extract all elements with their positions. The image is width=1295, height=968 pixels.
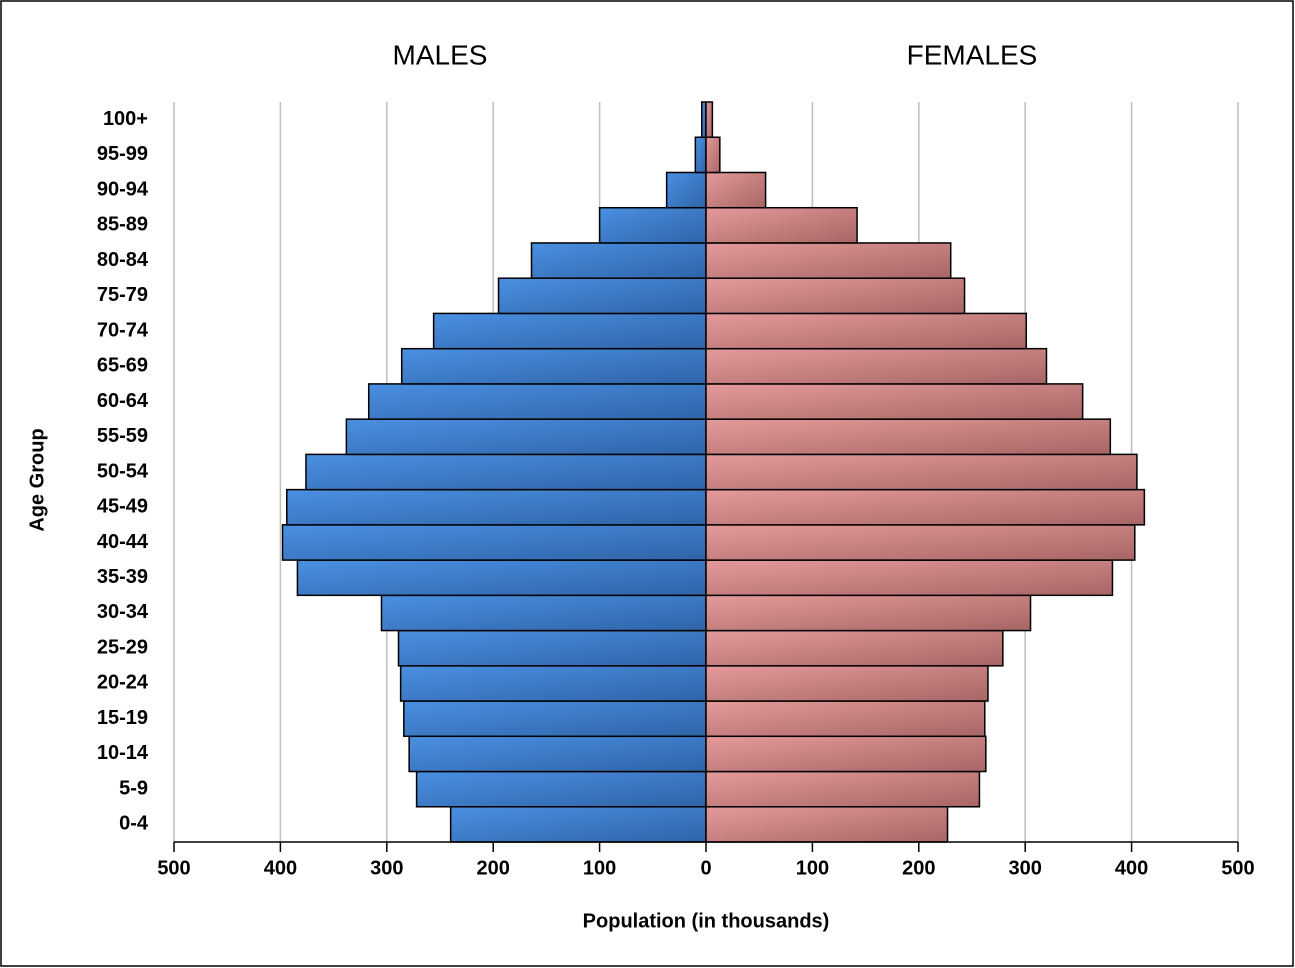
bar [432,312,707,350]
bar [694,136,707,174]
bar [705,629,1004,667]
y-tick-label: 5-9 [119,777,148,799]
bar [705,806,949,843]
y-tick-label: 60-64 [97,390,149,412]
bar [397,629,707,667]
bar [399,665,707,702]
bar [705,488,1146,526]
bar [296,559,707,597]
y-tick-label: 75-79 [97,284,148,306]
bar [705,242,952,279]
y-tick-label: 40-44 [97,531,149,553]
bar [415,770,707,808]
bar [286,488,707,526]
bar [705,277,966,315]
y-tick-label: 20-24 [97,672,149,694]
bar [449,806,707,843]
x-axis-title: Population (in thousands) [583,910,830,932]
bar [497,277,707,315]
bar [705,206,858,244]
bar [380,594,707,632]
y-tick-label: 85-89 [97,214,148,236]
y-tick-label: 35-39 [97,566,148,588]
y-tick-label: 10-14 [97,742,149,764]
x-tick-label: 0 [700,857,711,879]
series-label: FEMALES [907,39,1038,70]
bar [705,559,1114,597]
x-tick-label: 500 [157,857,190,879]
bar [281,524,707,561]
bar [400,347,707,385]
y-axis-title: Age Group [26,428,48,531]
bar [705,312,1028,350]
x-tick-label: 200 [902,857,935,879]
y-tick-label: 0-4 [119,813,149,835]
bar [403,700,707,738]
bar [705,524,1136,561]
y-tick-label: 25-29 [97,636,148,658]
bar [705,665,989,702]
y-tick-label: 45-49 [97,496,148,518]
y-tick-label: 55-59 [97,425,148,447]
x-tick-label: 400 [1115,857,1148,879]
x-tick-label: 300 [1009,857,1042,879]
y-tick-label: 90-94 [97,178,149,200]
bar [705,136,721,174]
y-tick-label: 30-34 [97,601,149,623]
y-tick-label: 100+ [103,108,148,130]
bar [598,206,707,244]
bar [705,700,986,738]
bar [705,383,1084,420]
y-tick-label: 15-19 [97,707,148,729]
bar [705,453,1138,491]
bar [408,735,707,773]
bar [530,242,707,279]
y-tick-label: 95-99 [97,143,148,165]
bar [705,171,767,209]
x-tick-label: 200 [477,857,510,879]
bar [705,101,714,138]
bar [705,347,1048,385]
x-tick-label: 300 [370,857,403,879]
series-label: MALES [393,39,488,70]
y-tick-label: 65-69 [97,355,148,377]
x-tick-label: 400 [264,857,297,879]
y-tick-label: 70-74 [97,319,149,341]
bar [705,418,1112,456]
bar [705,594,1032,632]
x-tick-label: 100 [583,857,616,879]
bar [665,171,707,209]
x-tick-label: 500 [1221,857,1254,879]
bar [305,453,707,491]
x-tick-label: 100 [796,857,829,879]
bar [345,418,707,456]
bar [367,383,707,420]
bar [705,735,987,773]
y-tick-label: 50-54 [97,460,149,482]
y-tick-label: 80-84 [97,249,149,271]
bar [705,770,981,808]
